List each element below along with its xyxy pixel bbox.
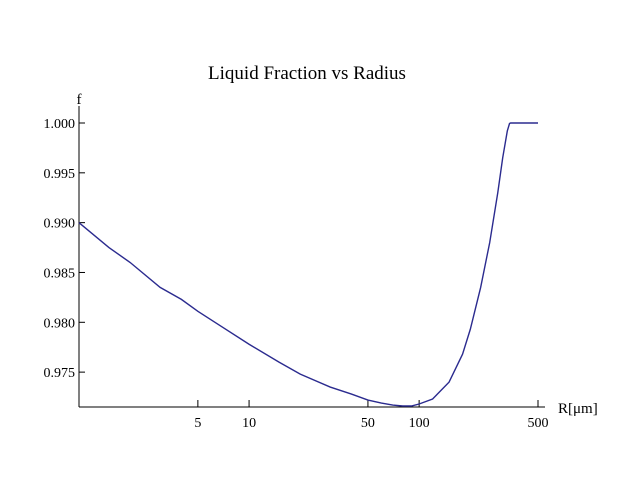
x-tick-label: 5 [194, 416, 201, 431]
y-tick-label: 0.985 [44, 266, 76, 281]
y-tick-label: 0.990 [44, 217, 76, 232]
y-axis-ticks: 0.975 0.980 0.985 0.990 0.995 1.000 [44, 117, 85, 381]
x-axis-label: R[μm] [558, 401, 598, 417]
x-axis-ticks: 5 10 50 100 500 [194, 400, 549, 431]
y-axis-label: f [77, 92, 82, 108]
x-axis-label-symbol: R [558, 401, 568, 417]
x-tick-label: 10 [242, 416, 256, 431]
chart-title: Liquid Fraction vs Radius [208, 63, 406, 84]
x-axis-label-unit: [μm] [568, 401, 598, 417]
y-tick-label: 0.980 [44, 316, 76, 331]
x-tick-label: 500 [528, 416, 549, 431]
y-tick-label: 0.975 [44, 366, 76, 381]
x-tick-label: 100 [409, 416, 430, 431]
series-line [78, 122, 538, 407]
x-tick-label: 50 [361, 416, 375, 431]
y-tick-label: 0.995 [44, 167, 76, 182]
y-tick-label: 1.000 [44, 117, 76, 132]
